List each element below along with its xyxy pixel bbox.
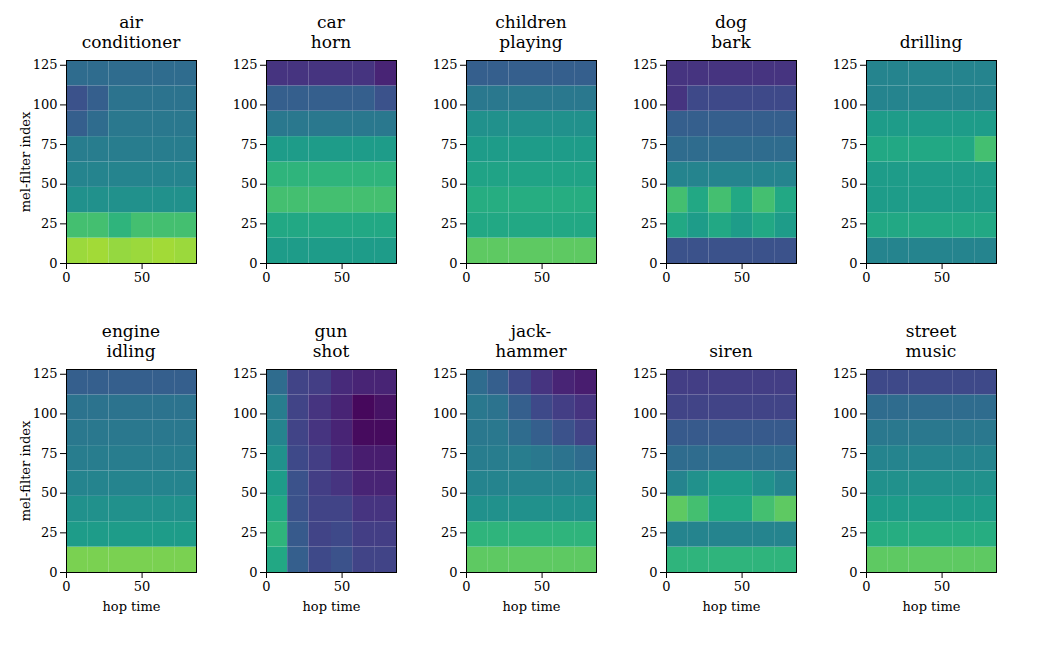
svg-text:hop time: hop time bbox=[502, 599, 560, 614]
svg-text:0: 0 bbox=[662, 270, 670, 285]
svg-text:0: 0 bbox=[849, 565, 857, 580]
svg-text:hop time: hop time bbox=[902, 599, 960, 614]
svg-text:100: 100 bbox=[833, 97, 858, 112]
svg-text:25: 25 bbox=[241, 525, 258, 540]
svg-text:0: 0 bbox=[462, 579, 470, 594]
svg-text:100: 100 bbox=[33, 406, 58, 421]
svg-text:0: 0 bbox=[649, 256, 657, 271]
svg-text:100: 100 bbox=[33, 97, 58, 112]
svg-text:100: 100 bbox=[233, 406, 258, 421]
svg-text:75: 75 bbox=[641, 137, 658, 152]
svg-text:0: 0 bbox=[49, 565, 57, 580]
svg-text:50: 50 bbox=[334, 270, 351, 285]
svg-text:125: 125 bbox=[33, 366, 58, 381]
svg-text:100: 100 bbox=[833, 406, 858, 421]
svg-text:0: 0 bbox=[62, 579, 70, 594]
svg-text:75: 75 bbox=[241, 137, 258, 152]
svg-text:125: 125 bbox=[633, 366, 658, 381]
html-text:dog bark: dog bark bbox=[711, 12, 751, 52]
svg-text:50: 50 bbox=[241, 485, 258, 500]
svg-text:75: 75 bbox=[641, 446, 658, 461]
svg-text:50: 50 bbox=[134, 579, 151, 594]
svg-text:125: 125 bbox=[433, 57, 458, 72]
svg-text:25: 25 bbox=[841, 216, 858, 231]
svg-text:125: 125 bbox=[33, 57, 58, 72]
svg-text:50: 50 bbox=[641, 176, 658, 191]
svg-text:25: 25 bbox=[441, 525, 458, 540]
svg-text:75: 75 bbox=[441, 137, 458, 152]
svg-text:mel-filter index: mel-filter index bbox=[18, 420, 33, 521]
svg-text:75: 75 bbox=[841, 137, 858, 152]
html-text:car horn: car horn bbox=[310, 12, 352, 52]
svg-text:0: 0 bbox=[649, 565, 657, 580]
svg-text:75: 75 bbox=[41, 446, 58, 461]
svg-text:100: 100 bbox=[433, 406, 458, 421]
svg-text:50: 50 bbox=[841, 485, 858, 500]
svg-text:50: 50 bbox=[734, 270, 751, 285]
svg-text:50: 50 bbox=[534, 270, 551, 285]
svg-text:0: 0 bbox=[662, 579, 670, 594]
svg-text:25: 25 bbox=[41, 525, 58, 540]
svg-text:0: 0 bbox=[849, 256, 857, 271]
svg-text:50: 50 bbox=[934, 270, 951, 285]
svg-text:hop time: hop time bbox=[702, 599, 760, 614]
svg-text:125: 125 bbox=[233, 366, 258, 381]
svg-text:0: 0 bbox=[449, 256, 457, 271]
svg-text:25: 25 bbox=[641, 525, 658, 540]
svg-text:50: 50 bbox=[841, 176, 858, 191]
svg-text:mel-filter index: mel-filter index bbox=[18, 111, 33, 212]
svg-text:125: 125 bbox=[633, 57, 658, 72]
svg-text:0: 0 bbox=[249, 256, 257, 271]
html-text:street music: street music bbox=[905, 321, 957, 361]
svg-text:75: 75 bbox=[241, 446, 258, 461]
svg-text:0: 0 bbox=[462, 270, 470, 285]
html-text:children playing: children playing bbox=[495, 12, 567, 52]
svg-text:125: 125 bbox=[433, 366, 458, 381]
svg-text:25: 25 bbox=[41, 216, 58, 231]
svg-text:100: 100 bbox=[433, 97, 458, 112]
svg-text:50: 50 bbox=[734, 579, 751, 594]
html-text:jack- hammer: jack- hammer bbox=[495, 321, 567, 361]
svg-text:0: 0 bbox=[262, 270, 270, 285]
svg-text:0: 0 bbox=[62, 270, 70, 285]
svg-text:125: 125 bbox=[833, 366, 858, 381]
svg-text:100: 100 bbox=[233, 97, 258, 112]
svg-text:0: 0 bbox=[449, 565, 457, 580]
svg-text:25: 25 bbox=[241, 216, 258, 231]
html-text:gun shot: gun shot bbox=[312, 321, 350, 361]
svg-text:hop time: hop time bbox=[102, 599, 160, 614]
svg-text:0: 0 bbox=[862, 270, 870, 285]
svg-text:hop time: hop time bbox=[302, 599, 360, 614]
svg-text:50: 50 bbox=[934, 579, 951, 594]
svg-text:0: 0 bbox=[262, 579, 270, 594]
svg-text:50: 50 bbox=[41, 176, 58, 191]
svg-text:0: 0 bbox=[862, 579, 870, 594]
svg-text:50: 50 bbox=[241, 176, 258, 191]
html-text:air conditioner: air conditioner bbox=[81, 12, 181, 52]
svg-text:50: 50 bbox=[534, 579, 551, 594]
svg-text:75: 75 bbox=[41, 137, 58, 152]
svg-text:50: 50 bbox=[441, 176, 458, 191]
svg-text:25: 25 bbox=[641, 216, 658, 231]
svg-text:100: 100 bbox=[633, 97, 658, 112]
svg-text:50: 50 bbox=[641, 485, 658, 500]
svg-text:75: 75 bbox=[841, 446, 858, 461]
svg-text:0: 0 bbox=[49, 256, 57, 271]
svg-text:50: 50 bbox=[41, 485, 58, 500]
html-text:engine idling: engine idling bbox=[101, 321, 161, 361]
svg-text:50: 50 bbox=[334, 579, 351, 594]
svg-text:50: 50 bbox=[441, 485, 458, 500]
svg-text:125: 125 bbox=[233, 57, 258, 72]
svg-text:50: 50 bbox=[134, 270, 151, 285]
html-text:drilling: drilling bbox=[899, 32, 963, 52]
svg-text:0: 0 bbox=[249, 565, 257, 580]
html-text:siren: siren bbox=[709, 341, 753, 361]
svg-text:75: 75 bbox=[441, 446, 458, 461]
svg-text:25: 25 bbox=[441, 216, 458, 231]
svg-text:25: 25 bbox=[841, 525, 858, 540]
svg-text:100: 100 bbox=[633, 406, 658, 421]
svg-text:125: 125 bbox=[833, 57, 858, 72]
